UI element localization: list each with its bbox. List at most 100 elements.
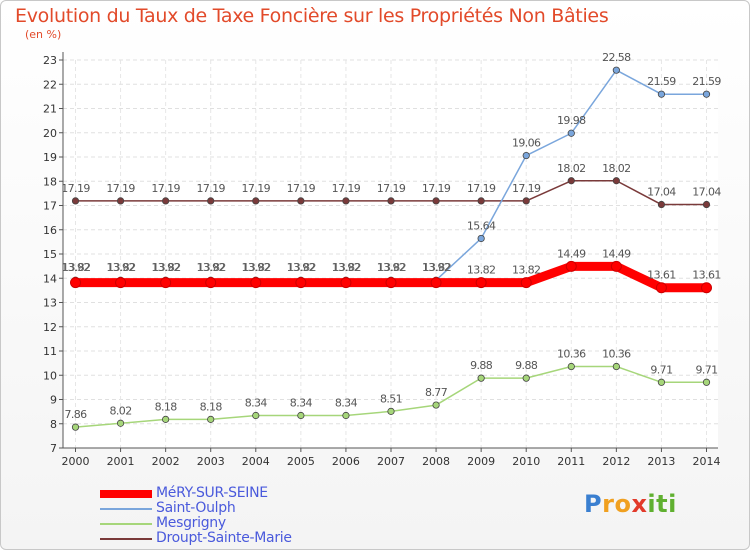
data-label-mesgrigny: 8.34 — [245, 397, 268, 410]
data-label-saint-oulph: 21.59 — [692, 75, 721, 88]
x-tick-label: 2002 — [152, 455, 180, 468]
data-label-mesgrigny: 9.88 — [515, 359, 538, 372]
data-label-saint-oulph: 13.92 — [287, 261, 316, 274]
data-point-mery — [655, 282, 667, 294]
data-label-droupt: 17.19 — [106, 182, 135, 195]
y-tick-label: 17 — [43, 200, 57, 213]
data-point-droupt — [207, 197, 215, 205]
data-label-saint-oulph: 19.98 — [557, 114, 586, 127]
data-label-droupt: 18.02 — [602, 162, 631, 175]
data-label-mery: 14.49 — [602, 247, 631, 260]
data-point-saint-oulph — [612, 66, 620, 74]
data-label-droupt: 18.02 — [557, 162, 586, 175]
data-label-mesgrigny: 9.71 — [695, 363, 717, 376]
data-label-droupt: 17.19 — [151, 182, 180, 195]
legend-label-mesgrigny: Mesgrigny — [156, 515, 226, 531]
x-tick-label: 2008 — [422, 455, 450, 468]
y-tick-label: 10 — [43, 369, 57, 382]
data-label-droupt: 17.04 — [692, 186, 721, 199]
y-tick-label: 13 — [43, 297, 57, 310]
data-label-mery: 13.61 — [647, 269, 676, 282]
data-point-mesgrigny — [522, 374, 530, 382]
x-tick-label: 2009 — [467, 455, 495, 468]
data-label-mery: 13.82 — [107, 261, 136, 274]
data-point-mery — [340, 277, 352, 289]
data-point-saint-oulph — [477, 234, 485, 243]
data-point-mesgrigny — [612, 362, 620, 371]
data-label-mesgrigny: 8.18 — [200, 400, 223, 413]
data-label-saint-oulph: 21.59 — [647, 75, 676, 88]
data-label-saint-oulph: 13.92 — [61, 261, 90, 274]
chart-title: Evolution du Taux de Taxe Foncière sur l… — [15, 5, 609, 27]
y-tick-label: 19 — [43, 151, 57, 164]
y-tick-label: 15 — [43, 248, 57, 261]
x-tick-label: 2012 — [602, 455, 630, 468]
data-label-mery: 13.82 — [152, 261, 181, 274]
data-point-mesgrigny — [657, 378, 666, 386]
data-point-droupt — [252, 197, 260, 205]
data-label-saint-oulph: 13.92 — [242, 261, 271, 274]
data-label-droupt: 17.19 — [467, 182, 496, 195]
data-point-droupt — [387, 197, 395, 205]
data-point-saint-oulph — [522, 151, 530, 160]
data-point-mery — [475, 277, 487, 289]
data-point-mesgrigny — [162, 415, 170, 423]
x-tick-label: 2011 — [557, 455, 585, 468]
legend-swatch-droupt — [100, 537, 152, 540]
data-label-saint-oulph: 13.92 — [332, 261, 361, 274]
x-tick-label: 2007 — [377, 455, 405, 468]
data-label-mesgrigny: 8.34 — [335, 397, 358, 410]
data-point-mery — [385, 277, 397, 289]
data-label-mery: 13.82 — [242, 261, 271, 274]
x-tick-label: 2006 — [332, 455, 360, 468]
data-point-mery — [70, 277, 81, 289]
data-point-mesgrigny — [297, 411, 305, 420]
data-point-droupt — [71, 197, 80, 205]
data-point-mesgrigny — [477, 374, 485, 382]
data-point-droupt — [297, 197, 305, 205]
data-label-droupt: 17.19 — [242, 182, 271, 195]
data-point-mesgrigny — [387, 407, 395, 415]
data-point-droupt — [567, 177, 575, 185]
y-tick-label: 9 — [50, 394, 57, 407]
data-point-mesgrigny — [567, 362, 575, 371]
logo-letter: r — [602, 490, 615, 518]
data-point-mesgrigny — [252, 411, 260, 420]
data-label-mery: 13.82 — [287, 261, 316, 274]
data-label-mery: 13.61 — [692, 269, 721, 282]
data-label-droupt: 17.19 — [61, 182, 90, 195]
data-label-mesgrigny: 8.02 — [110, 404, 132, 417]
data-point-mery — [250, 277, 262, 289]
data-label-mesgrigny: 10.36 — [602, 348, 631, 361]
data-label-mesgrigny: 8.51 — [380, 392, 402, 405]
x-tick-label: 2014 — [693, 455, 721, 468]
data-point-mery — [520, 277, 532, 289]
logo-letter: t — [656, 490, 669, 518]
data-label-mesgrigny: 7.86 — [64, 408, 87, 421]
data-point-mesgrigny — [342, 411, 350, 420]
data-point-mery — [430, 277, 442, 289]
y-tick-label: 14 — [43, 272, 57, 285]
logo-letter: x — [631, 490, 648, 518]
logo-letter: P — [584, 490, 603, 518]
y-tick-label: 16 — [43, 224, 57, 237]
data-label-mery: 13.82 — [332, 261, 361, 274]
data-point-droupt — [702, 200, 711, 209]
data-point-droupt — [432, 197, 440, 205]
data-point-saint-oulph — [657, 90, 666, 98]
data-label-saint-oulph: 13.92 — [151, 261, 180, 274]
data-label-mesgrigny: 10.36 — [557, 348, 586, 361]
data-label-mesgrigny: 9.88 — [470, 359, 493, 372]
data-point-mery — [115, 277, 127, 289]
data-point-mery — [701, 282, 712, 294]
data-point-droupt — [116, 197, 125, 205]
data-label-mesgrigny: 9.71 — [650, 363, 672, 376]
data-label-mery: 14.49 — [557, 247, 586, 260]
data-label-droupt: 17.19 — [422, 182, 451, 195]
data-label-mery: 13.82 — [467, 264, 496, 277]
legend-label-droupt: Droupt-Sainte-Marie — [156, 530, 292, 546]
data-point-droupt — [342, 197, 350, 205]
legend-swatch-mery — [100, 489, 152, 498]
data-point-mery — [610, 260, 622, 272]
